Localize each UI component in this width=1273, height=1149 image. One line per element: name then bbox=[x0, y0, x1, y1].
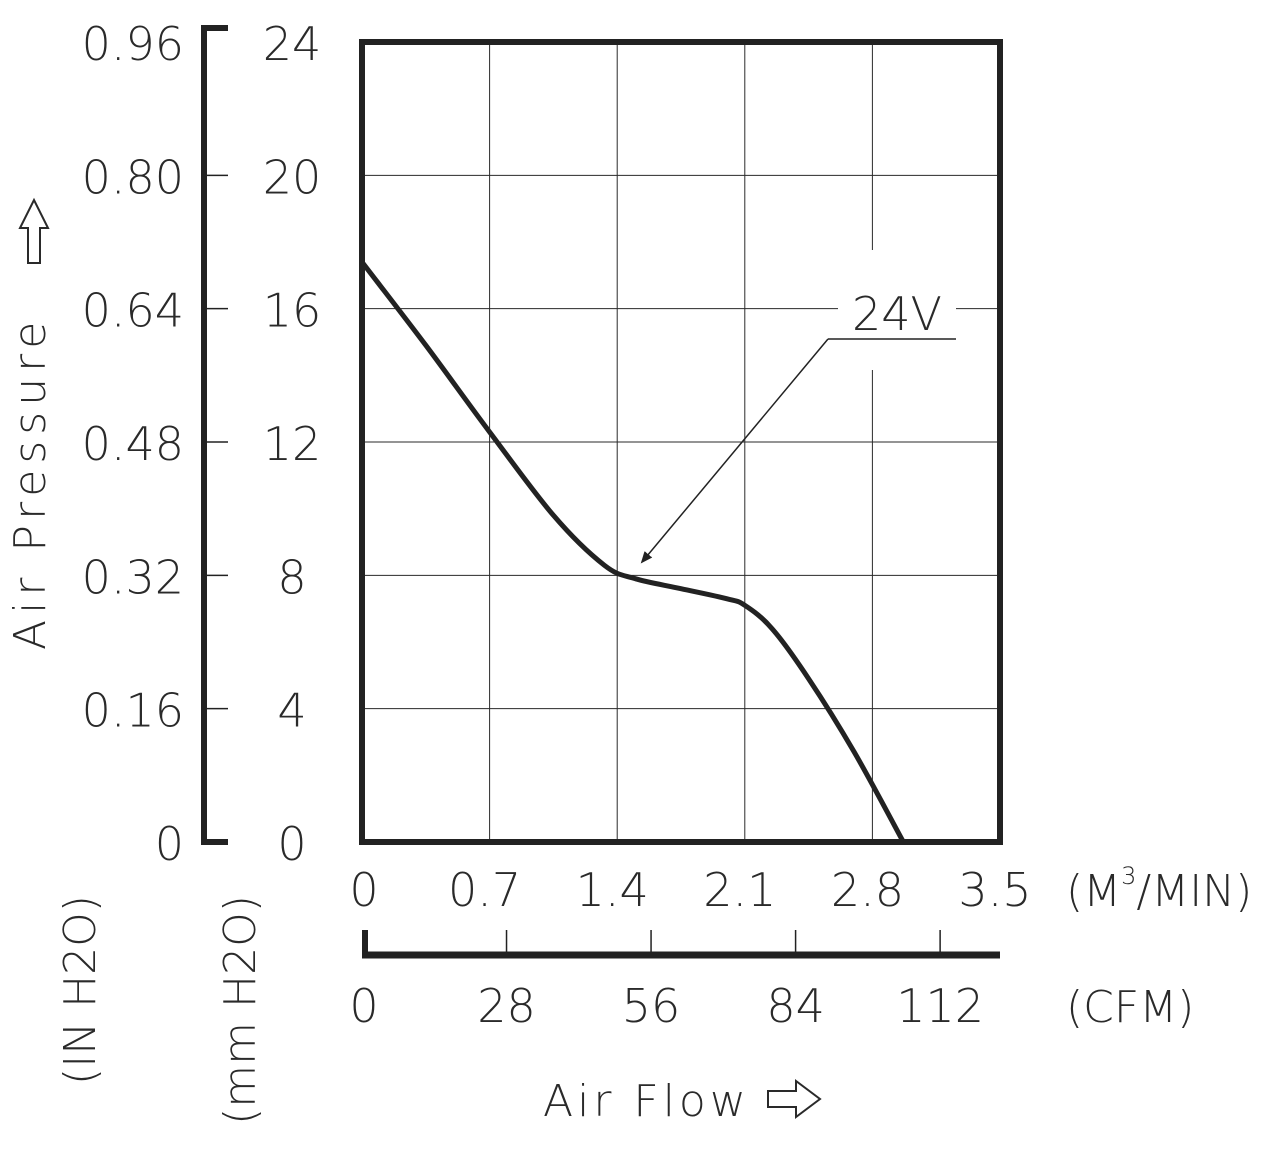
grid-lines bbox=[362, 42, 1000, 842]
arrow-up-icon bbox=[18, 197, 50, 264]
y-tick-labels-mmh2o: 0 4 8 12 16 20 24 bbox=[263, 17, 322, 871]
y-tick-label-inh2o: 0.96 bbox=[82, 17, 184, 71]
y-unit-inh2o: (IN H2O) bbox=[55, 895, 106, 1085]
x-tick-label-m3min: 1.4 bbox=[576, 863, 649, 917]
y-tick-label-inh2o: 0.48 bbox=[82, 417, 184, 471]
y-unit-mmh2o: (mm H2O) bbox=[215, 895, 266, 1125]
y-tick-label-inh2o: 0.64 bbox=[82, 284, 184, 338]
y-tick-label-inh2o: 0 bbox=[155, 817, 184, 871]
y-tick-label-inh2o: 0.80 bbox=[82, 150, 184, 204]
in-h2o-scale-bracket bbox=[201, 25, 228, 845]
x-unit-superscript: 3 bbox=[1121, 862, 1136, 890]
x-tick-label-m3min: 3.5 bbox=[958, 863, 1031, 917]
curve-annotation: 24V bbox=[640, 250, 956, 564]
x-tick-label-cfm: 84 bbox=[766, 979, 825, 1033]
x-axis-title: Air Flow bbox=[543, 1076, 822, 1127]
x-tick-label-cfm: 56 bbox=[622, 979, 681, 1033]
x-tick-label-m3min: 2.8 bbox=[831, 863, 904, 917]
y-axis-label: Air Pressure bbox=[5, 316, 56, 650]
y-tick-label-mmh2o: 8 bbox=[277, 550, 306, 604]
x-tick-label-cfm: 28 bbox=[477, 979, 536, 1033]
y-axis-title: Air Pressure bbox=[5, 197, 56, 650]
arrow-right-icon bbox=[767, 1079, 822, 1119]
y-tick-label-mmh2o: 16 bbox=[263, 284, 322, 338]
x-unit-m3min: (M3/MIN) bbox=[1066, 862, 1252, 917]
series-line-24v bbox=[359, 259, 906, 845]
cfm-scale-bar bbox=[362, 930, 1000, 959]
y-tick-label-mmh2o: 4 bbox=[277, 684, 306, 738]
y-tick-label-inh2o: 0.16 bbox=[82, 684, 184, 738]
x-tick-labels-cfm: 0 28 56 84 112 bbox=[349, 979, 984, 1033]
x-tick-label-m3min: 2.1 bbox=[703, 863, 776, 917]
x-tick-label-m3min: 0 bbox=[349, 863, 378, 917]
y-tick-label-mmh2o: 0 bbox=[277, 817, 306, 871]
x-tick-label-cfm: 0 bbox=[349, 979, 378, 1033]
y-tick-labels-inh2o: 0 0.16 0.32 0.48 0.64 0.80 0.96 bbox=[82, 17, 184, 871]
y-tick-label-mmh2o: 24 bbox=[263, 17, 322, 71]
x-tick-label-cfm: 112 bbox=[896, 979, 984, 1033]
annotation-label: 24V bbox=[852, 287, 942, 341]
y-tick-label-mmh2o: 20 bbox=[263, 150, 322, 204]
plot-frame bbox=[359, 39, 1003, 845]
tick-marks bbox=[204, 174, 941, 955]
x-axis-label: Air Flow bbox=[543, 1076, 750, 1127]
y-tick-label-mmh2o: 12 bbox=[263, 417, 322, 471]
x-tick-label-m3min: 0.7 bbox=[448, 863, 521, 917]
x-unit-cfm: (CFM) bbox=[1066, 982, 1194, 1033]
annotation-arrow bbox=[640, 338, 829, 564]
y-tick-label-inh2o: 0.32 bbox=[82, 550, 184, 604]
x-tick-labels-m3min: 0 0.7 1.4 2.1 2.8 3.5 bbox=[349, 863, 1031, 917]
